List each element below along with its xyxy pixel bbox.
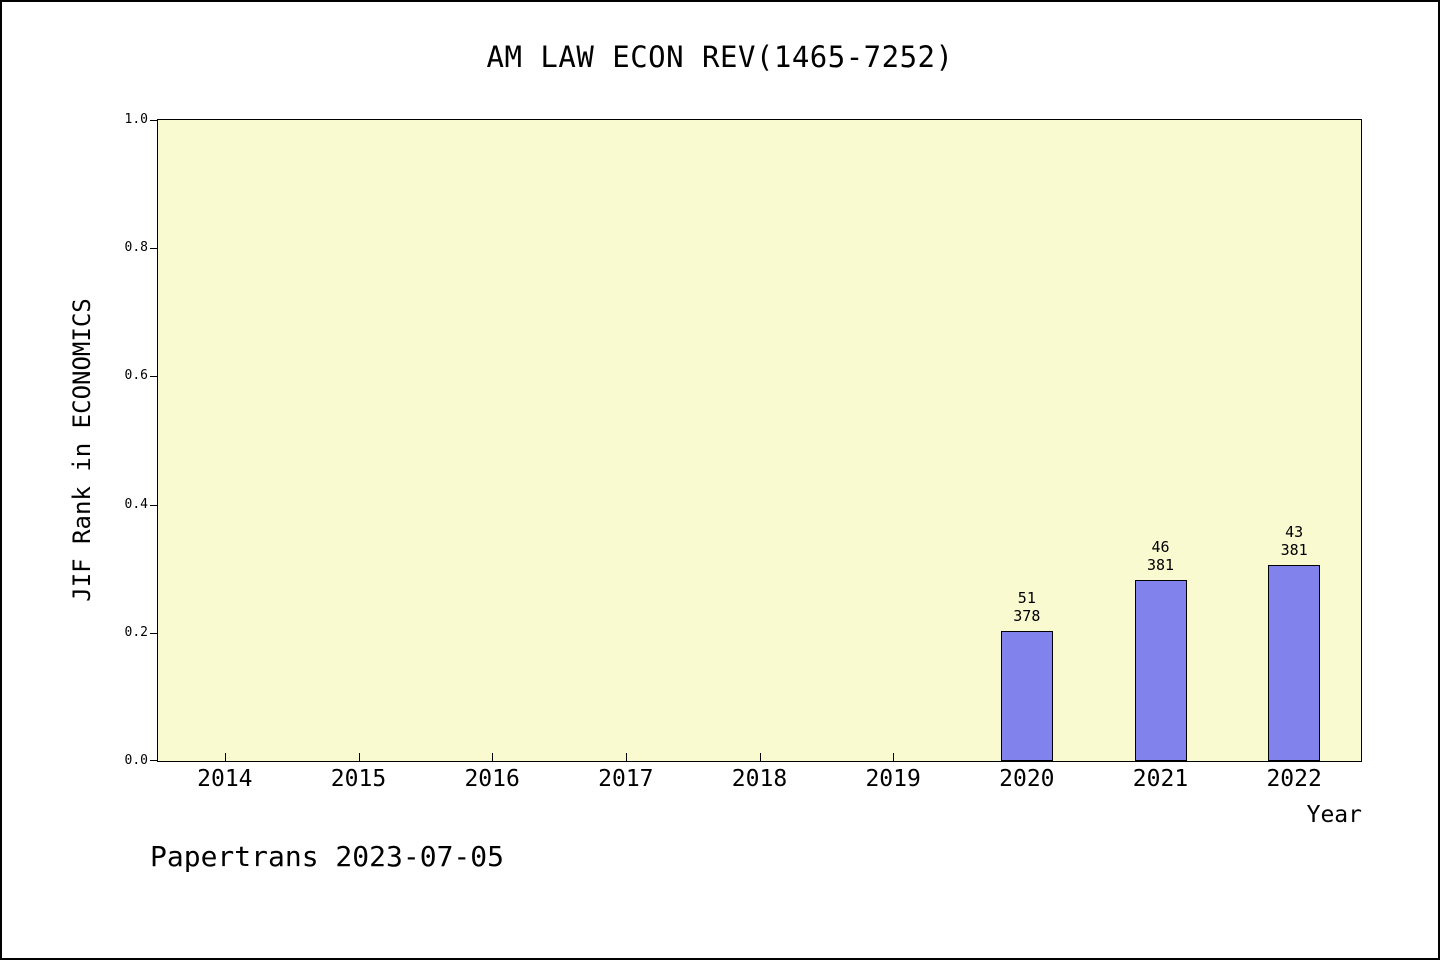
y-tick-mark xyxy=(150,248,158,250)
x-tick-label: 2021 xyxy=(1132,766,1189,792)
y-axis-title: JIF Rank in ECONOMICS xyxy=(68,298,96,602)
y-tick-mark xyxy=(150,376,158,378)
bar-total-value: 381 xyxy=(1280,541,1308,559)
y-tick-label: 1.0 xyxy=(124,112,148,127)
x-tick-label: 2017 xyxy=(598,766,654,792)
bar-total-value: 378 xyxy=(1013,607,1041,625)
x-tick-mark xyxy=(893,753,895,761)
bar-value-label-2021: 46 381 xyxy=(1101,538,1221,574)
bar-2020 xyxy=(1000,631,1053,761)
x-tick-mark xyxy=(358,753,360,761)
y-tick-mark xyxy=(150,504,158,506)
x-tick-label: 2020 xyxy=(999,766,1055,792)
watermark-text: Papertrans 2023-07-05 xyxy=(150,840,505,873)
bar-2021 xyxy=(1134,580,1187,761)
y-tick-mark xyxy=(150,632,158,634)
bar-total-value: 381 xyxy=(1146,556,1175,574)
x-tick-label: 2016 xyxy=(464,766,520,792)
x-tick-label: 2014 xyxy=(197,766,253,792)
x-tick-label: 2015 xyxy=(330,766,387,792)
y-tick-mark xyxy=(150,120,158,121)
bar-2022 xyxy=(1268,565,1321,761)
y-tick-label: 0.4 xyxy=(124,496,148,512)
x-tick-mark xyxy=(625,753,627,761)
bar-rank-value: 51 xyxy=(1017,589,1036,607)
x-tick-label: 2022 xyxy=(1266,766,1322,792)
bar-rank-value: 46 xyxy=(1151,538,1170,556)
y-tick-label: 0.8 xyxy=(124,240,148,256)
plot-area: 0.0 0.2 0.4 0.6 0.8 1.0 2014 2015 2016 2017 2018 20… xyxy=(125,112,1362,792)
x-tick-mark xyxy=(492,753,494,761)
x-tick-mark xyxy=(759,753,761,761)
x-tick-mark xyxy=(224,753,226,761)
bar-rank-value: 43 xyxy=(1285,523,1304,541)
bar-value-label-2020: 51 378 xyxy=(967,589,1087,625)
x-tick-label: 2019 xyxy=(865,766,921,792)
y-tick-label: 0.6 xyxy=(124,368,148,384)
x-tick-label: 2018 xyxy=(731,766,788,792)
chart-title: AM LAW ECON REV(1465-7252) xyxy=(486,40,954,74)
bar-value-label-2022: 43 381 xyxy=(1234,523,1354,559)
y-tick-mark xyxy=(150,760,158,761)
y-tick-label: 0.0 xyxy=(124,753,148,768)
y-tick-label: 0.2 xyxy=(124,624,148,640)
x-axis-title: Year xyxy=(1306,802,1362,828)
